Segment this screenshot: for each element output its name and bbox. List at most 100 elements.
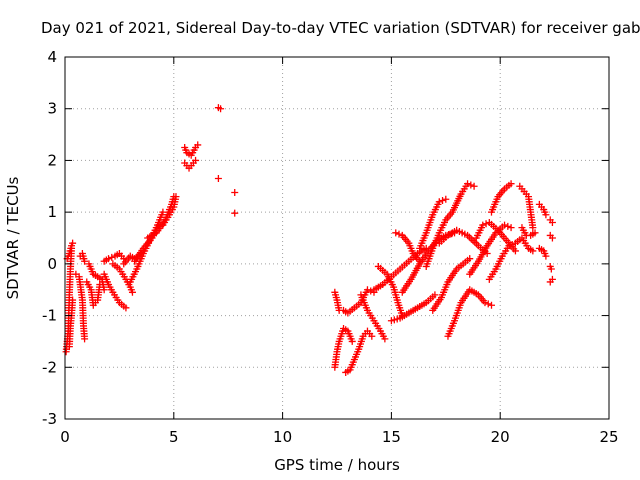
data-point-track [118, 252, 126, 260]
data-point-track [91, 271, 99, 279]
data-point [548, 234, 556, 242]
data-point [487, 301, 495, 309]
data-point-track [102, 256, 110, 264]
data-point-track [182, 146, 190, 154]
data-point [69, 239, 77, 247]
data-point-track [344, 367, 352, 375]
data-point [548, 218, 556, 226]
grid [65, 57, 609, 419]
data-point-track [443, 281, 451, 289]
data-point-track [411, 305, 419, 313]
data-point-track [68, 299, 76, 307]
data-point [470, 182, 478, 190]
data-point-track [368, 314, 376, 322]
data-point-track [499, 187, 507, 195]
data-point-track [355, 300, 363, 308]
data-point-track [120, 273, 128, 281]
data-point-track [113, 263, 121, 271]
data-point-track [436, 296, 444, 304]
data-point-track [395, 230, 403, 238]
data-point-track [482, 244, 490, 252]
data-point-track [96, 274, 104, 282]
data-point-track [100, 283, 108, 291]
y-tick-label: 1 [47, 203, 57, 221]
data-point-track [428, 213, 436, 221]
data-point-track [88, 268, 96, 276]
data-point-track [132, 268, 140, 276]
data-point-track [420, 300, 428, 308]
data-point [442, 195, 450, 203]
data-point-track [348, 306, 356, 314]
data-point-track [366, 330, 374, 338]
plot-frame [64, 56, 610, 420]
data-point-track [335, 340, 343, 348]
data-point-track [80, 332, 88, 340]
data-point-track [414, 262, 422, 270]
data-point-track [505, 181, 513, 189]
data-point [231, 209, 239, 217]
data-point-track [484, 300, 492, 308]
data-point-track [456, 301, 464, 309]
data-point-track [493, 195, 501, 203]
data-point-track [464, 256, 472, 264]
data-point-track [523, 242, 531, 250]
data-point-track [168, 206, 176, 214]
data-point [547, 265, 555, 273]
data-point-track [456, 192, 464, 200]
data-point [217, 105, 225, 113]
data-point-track [434, 200, 442, 208]
y-axis-label: SDTVAR / TECUs [4, 176, 22, 299]
data-point-track [501, 235, 509, 243]
data-point [507, 224, 515, 232]
data-point-track [388, 281, 396, 289]
y-tick-label: -3 [42, 410, 57, 428]
data-point-track [354, 348, 362, 356]
data-point-track [403, 310, 411, 318]
data-point-track [529, 230, 537, 238]
data-point [548, 275, 556, 283]
data-point-track [527, 246, 535, 254]
data-point-track [114, 296, 122, 304]
data-point-track [428, 247, 436, 255]
data-point-track [379, 332, 387, 340]
data-point-track [342, 326, 350, 334]
data-point-track [375, 325, 383, 332]
y-tick-label: 2 [47, 151, 57, 169]
y-tick-label: -2 [42, 358, 57, 376]
data-point-track [107, 286, 115, 294]
data-point-track [490, 231, 498, 239]
data-point-track [403, 237, 411, 245]
data-point-track [439, 197, 447, 205]
data-point-track [518, 185, 526, 193]
data-point-track [521, 229, 529, 237]
chart-title: Day 021 of 2021, Sidereal Day-to-day VTE… [41, 19, 640, 37]
x-tick-label: 25 [599, 428, 618, 446]
data-point-track [497, 255, 505, 263]
data-point-track [362, 304, 370, 312]
data-point-track [522, 190, 530, 198]
data-point-track [86, 283, 94, 291]
data-point-track [335, 304, 343, 312]
data-point-track [381, 268, 389, 276]
y-tick-label: -1 [42, 307, 57, 325]
data-point-track [434, 231, 442, 239]
data-point-track [80, 255, 88, 263]
data-point-track [451, 267, 459, 275]
x-tick-label: 10 [273, 428, 292, 446]
data-point-track [403, 259, 411, 267]
data-point-track [492, 224, 500, 232]
data-point-track [408, 247, 416, 255]
data-point-track [461, 230, 469, 238]
data-point-track [503, 244, 511, 252]
data-point-track [429, 293, 437, 301]
data-points [62, 104, 556, 376]
data-point-track [467, 181, 475, 189]
data-point-track [473, 259, 481, 267]
data-point-track [362, 288, 370, 296]
x-tick-label: 20 [491, 428, 510, 446]
data-point-track [421, 231, 429, 239]
data-point-track [393, 296, 401, 304]
y-tick-label: 4 [47, 48, 57, 66]
data-point-track [528, 221, 536, 229]
